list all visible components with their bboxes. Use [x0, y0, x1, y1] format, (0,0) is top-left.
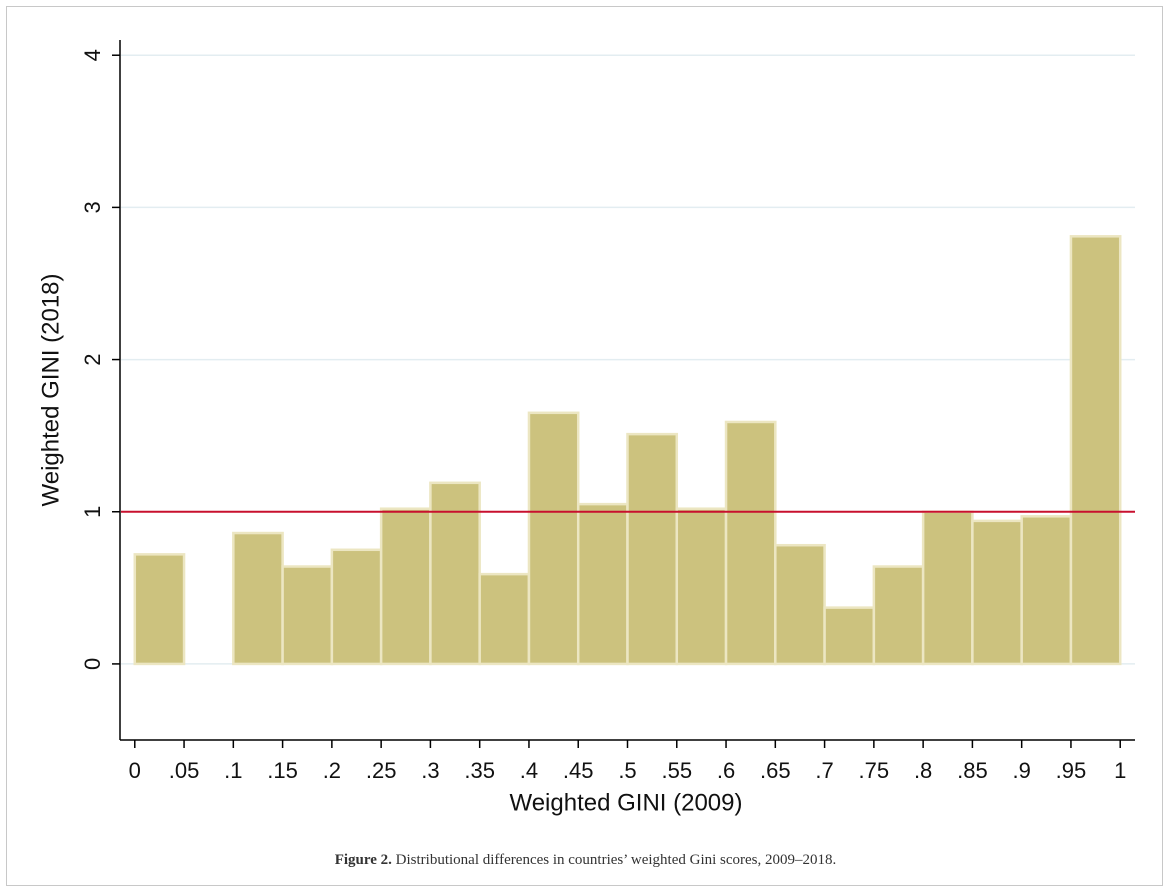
y-tick-label: 1: [80, 506, 105, 518]
bar: [921, 510, 974, 666]
x-tick-label: .7: [815, 758, 833, 783]
x-tick-label: .15: [267, 758, 298, 783]
x-tick-label: .4: [520, 758, 538, 783]
x-tick-label: .9: [1012, 758, 1030, 783]
x-tick-label: .95: [1056, 758, 1087, 783]
bar: [872, 565, 925, 666]
x-tick-label: .6: [717, 758, 735, 783]
caption-text: Distributional differences in countries’…: [395, 852, 837, 868]
x-tick-label: .8: [914, 758, 932, 783]
bar: [576, 502, 629, 666]
bar: [478, 572, 531, 666]
y-tick-label: 4: [80, 49, 105, 61]
x-tick-label: .65: [760, 758, 791, 783]
y-tick-label: 3: [80, 201, 105, 213]
y-axis-label: Weighted GINI (2018): [37, 273, 64, 506]
bar: [774, 543, 826, 666]
bar: [626, 432, 679, 666]
bar: [133, 553, 186, 666]
bar: [527, 411, 580, 666]
x-tick-label: .3: [421, 758, 439, 783]
bar: [1069, 235, 1122, 666]
x-tick-label: .1: [224, 758, 242, 783]
x-tick-label: .2: [323, 758, 341, 783]
x-tick-label: .5: [618, 758, 636, 783]
x-tick-label: .55: [661, 758, 692, 783]
bar: [724, 420, 777, 666]
caption: Figure 2. Distributional differences in …: [0, 852, 1171, 869]
x-tick-label: 1: [1114, 758, 1126, 783]
x-tick-label: .05: [169, 758, 200, 783]
bar: [1020, 515, 1073, 666]
figure-frame: [6, 6, 1163, 886]
bar: [379, 507, 432, 666]
chart: Weighted GINI (2018) Weighted GINI (2009…: [37, 40, 1135, 816]
bar: [675, 507, 728, 666]
bar: [330, 548, 383, 666]
caption-label: Figure 2.: [334, 852, 392, 868]
x-tick-label: 0: [129, 758, 141, 783]
bar: [281, 565, 334, 666]
x-tick-label: .35: [464, 758, 495, 783]
x-tick-label: .45: [563, 758, 594, 783]
y-tick-label: 2: [80, 353, 105, 365]
x-tick-label: .85: [957, 758, 988, 783]
x-axis-label: Weighted GINI (2009): [509, 789, 742, 816]
x-tick-label: .25: [366, 758, 397, 783]
bar: [971, 519, 1023, 666]
bar: [429, 481, 481, 666]
y-tick-label: 0: [80, 658, 105, 670]
bar: [823, 606, 876, 666]
x-tick-label: .75: [859, 758, 890, 783]
bar: [232, 531, 284, 666]
